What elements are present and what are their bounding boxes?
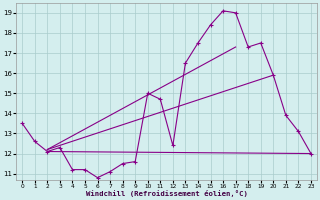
X-axis label: Windchill (Refroidissement éolien,°C): Windchill (Refroidissement éolien,°C) — [86, 190, 248, 197]
